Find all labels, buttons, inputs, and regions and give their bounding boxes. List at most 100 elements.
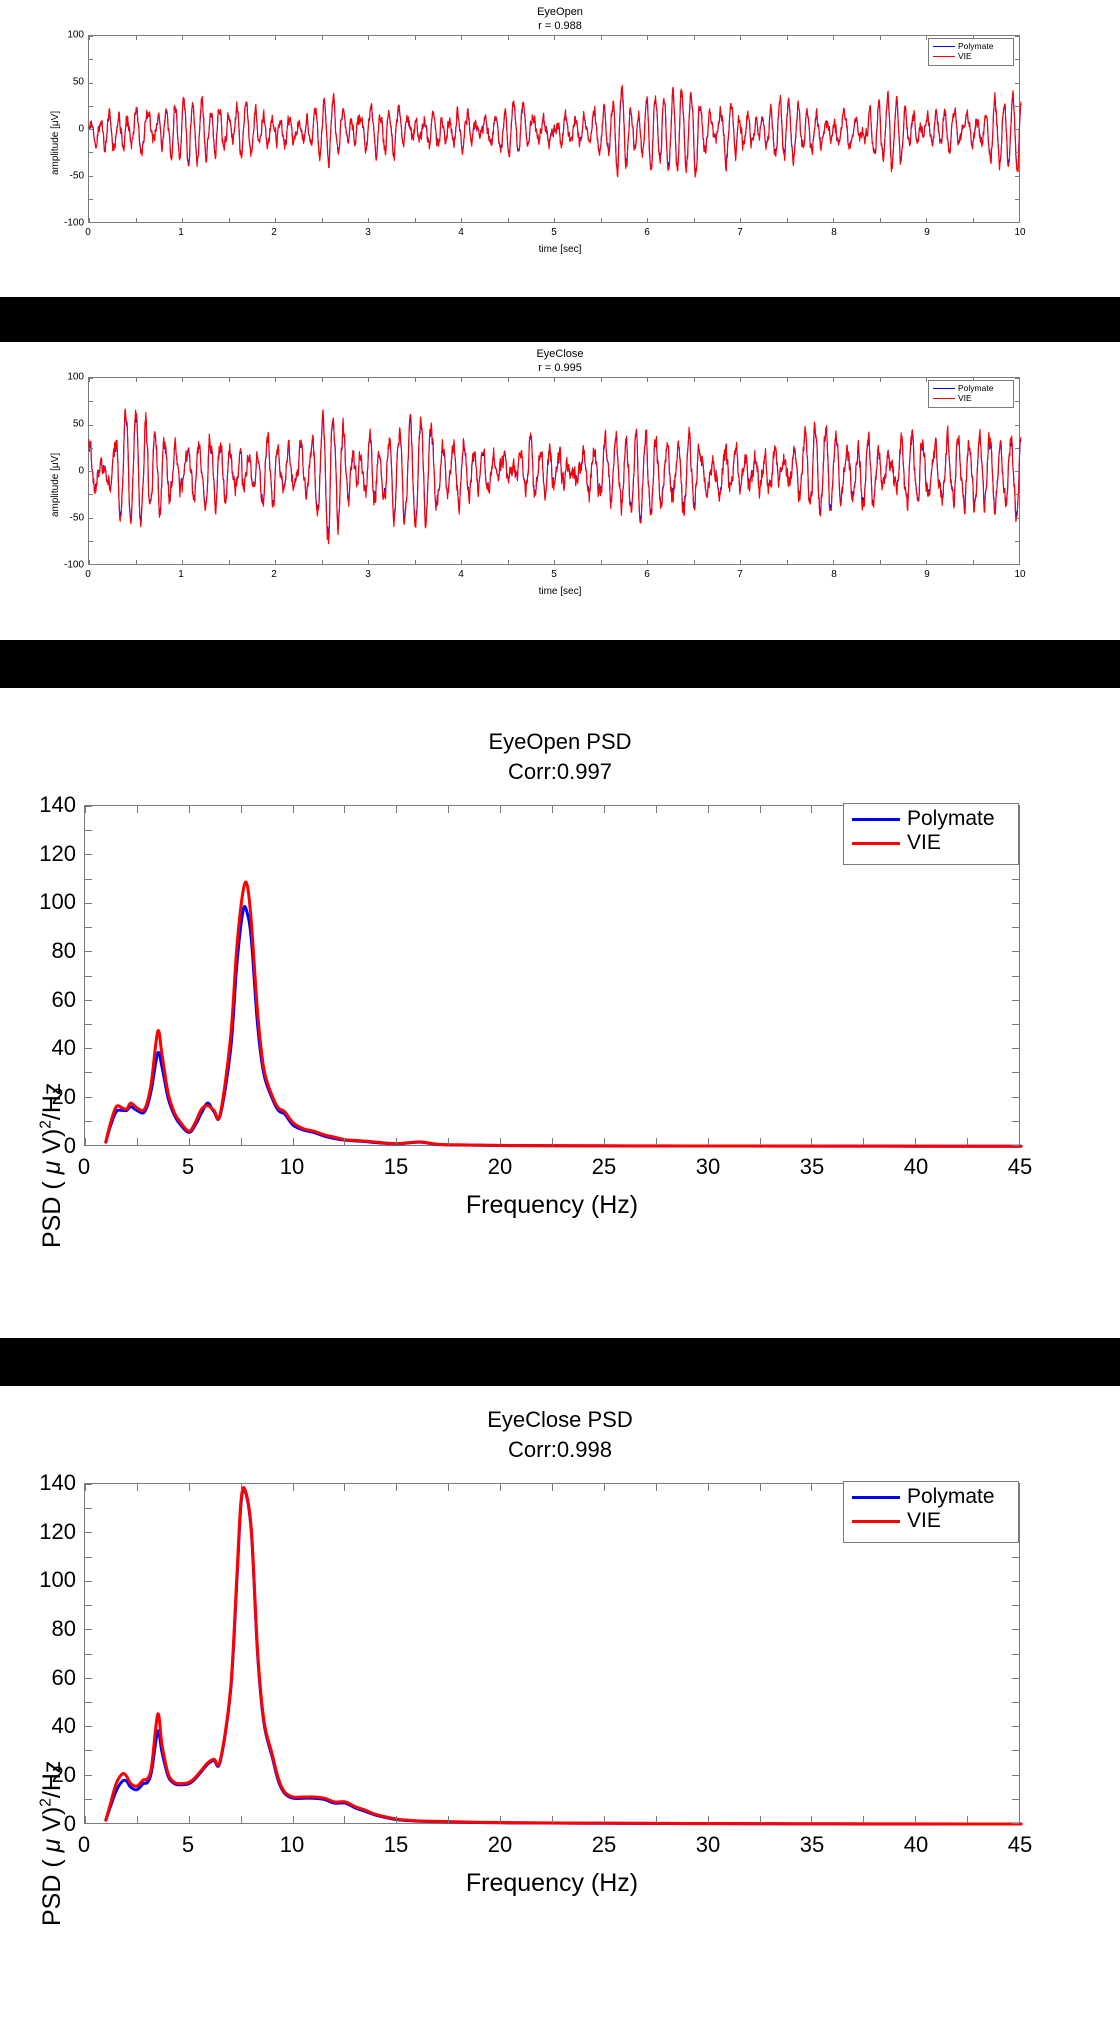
x-tick-mark (136, 806, 138, 813)
panel-eyeopen-timeseries: EyeOpen r = 0.988 amplitude [μV] 100 50 … (0, 0, 1120, 297)
x-tick-mark (926, 218, 927, 222)
x-tick-mark (500, 1484, 502, 1491)
y-tick-mark (85, 1701, 92, 1703)
x-tick-mark (879, 560, 881, 564)
x-tick-label: 40 (903, 1832, 929, 1857)
y-tick-mark (85, 1580, 92, 1582)
plot-area (84, 805, 1023, 1148)
y-tick-mark (1015, 471, 1019, 472)
x-tick-mark (1019, 560, 1020, 564)
x-tick-mark (740, 36, 741, 40)
x-tick-mark (786, 36, 788, 40)
x-tick-mark (552, 806, 553, 813)
x-tick-mark (863, 1138, 865, 1145)
x-tick-mark (461, 36, 462, 40)
x-tick-mark (554, 378, 555, 382)
legend-swatch-vie (933, 55, 955, 57)
x-tick-label: 5 (551, 227, 557, 238)
x-tick-label: 5 (181, 1154, 195, 1179)
panel-title: EyeClose PSD (487, 1407, 633, 1432)
y-tick-mark (1012, 878, 1019, 880)
x-tick-mark (135, 36, 137, 40)
panel-title: EyeOpen (537, 6, 583, 18)
x-tick-label: 5 (551, 569, 557, 580)
y-tick-label: 80 (51, 1616, 76, 1641)
x-tick-mark (182, 378, 183, 382)
y-tick-label: 50 (72, 76, 84, 88)
x-tick-label: 1 (178, 569, 184, 580)
x-tick-mark (188, 1816, 190, 1823)
panel-subtitle: Corr:0.997 (508, 759, 612, 784)
x-tick-mark (414, 560, 416, 564)
x-tick-mark (655, 806, 657, 813)
x-tick-mark (85, 1816, 86, 1823)
x-tick-mark (603, 1138, 605, 1145)
x-tick-label: 45 (1007, 1154, 1033, 1179)
y-tick-label: -100 (63, 559, 84, 571)
y-tick-label: -50 (69, 170, 84, 182)
x-tick-mark (759, 1484, 761, 1491)
y-tick-mark (1012, 1798, 1019, 1800)
x-tick-mark (554, 36, 555, 40)
x-tick-mark (368, 378, 369, 382)
legend: Polymate VIE (843, 803, 1019, 865)
y-tick-label: 100 (67, 371, 84, 383)
x-tick-mark (972, 560, 974, 564)
x-tick-mark (507, 218, 509, 222)
x-tick-label: 30 (695, 1154, 721, 1179)
y-axis-label: amplitude [μV] (50, 110, 61, 175)
x-tick-mark (926, 378, 927, 382)
x-tick-label: 0 (85, 569, 91, 580)
x-tick-label: 3 (365, 569, 371, 580)
y-tick-mark (85, 1508, 92, 1510)
y-tick-mark (1015, 198, 1019, 200)
x-tick-mark (89, 218, 90, 222)
x-tick-label: 20 (487, 1154, 513, 1179)
x-axis-label: time [sec] (538, 244, 582, 255)
y-tick-mark (1012, 1629, 1019, 1631)
x-tick-label: 45 (1007, 1832, 1033, 1857)
separator-band (0, 640, 1120, 688)
legend: Polymate VIE (843, 1481, 1019, 1543)
y-tick-mark (85, 1023, 92, 1025)
x-tick-mark (600, 378, 602, 382)
x-tick-mark (1019, 1816, 1020, 1823)
legend-label: Polymate (958, 383, 994, 393)
x-tick-label: 1 (178, 227, 184, 238)
x-tick-mark (321, 218, 323, 222)
y-tick-mark (1012, 1556, 1019, 1558)
x-tick-mark (1019, 1484, 1020, 1491)
x-tick-mark (647, 218, 648, 222)
legend-item-vie: VIE (933, 393, 1009, 403)
x-tick-mark (292, 1138, 294, 1145)
x-tick-mark (507, 36, 509, 40)
series-line (104, 880, 1023, 1148)
x-tick-mark (926, 36, 927, 40)
y-tick-mark (1015, 401, 1019, 403)
x-tick-mark (786, 218, 788, 222)
timeseries-svg (88, 84, 1022, 178)
y-tick-mark (85, 1120, 92, 1122)
x-tick-label: 20 (487, 1832, 513, 1857)
y-tick-mark (85, 1726, 92, 1728)
y-tick-label: 120 (39, 841, 76, 866)
x-axis-label: Frequency (Hz) (465, 1869, 639, 1897)
x-tick-mark (879, 218, 881, 222)
y-tick-mark (85, 1532, 92, 1534)
x-tick-mark (344, 806, 346, 813)
y-tick-mark (1015, 152, 1019, 154)
y-tick-mark (85, 1774, 92, 1776)
x-tick-mark (1019, 378, 1020, 382)
x-tick-mark (135, 378, 137, 382)
x-tick-label: 6 (644, 227, 650, 238)
x-tick-mark (972, 218, 974, 222)
y-tick-label: 20 (51, 1762, 76, 1787)
x-tick-mark (414, 36, 416, 40)
x-tick-mark (603, 1484, 605, 1491)
x-tick-mark (85, 806, 86, 813)
x-tick-mark (1019, 806, 1020, 813)
y-tick-label: 40 (51, 1713, 76, 1738)
y-tick-mark (89, 517, 93, 519)
x-tick-label: 35 (799, 1832, 825, 1857)
x-tick-label: 0 (77, 1832, 91, 1857)
